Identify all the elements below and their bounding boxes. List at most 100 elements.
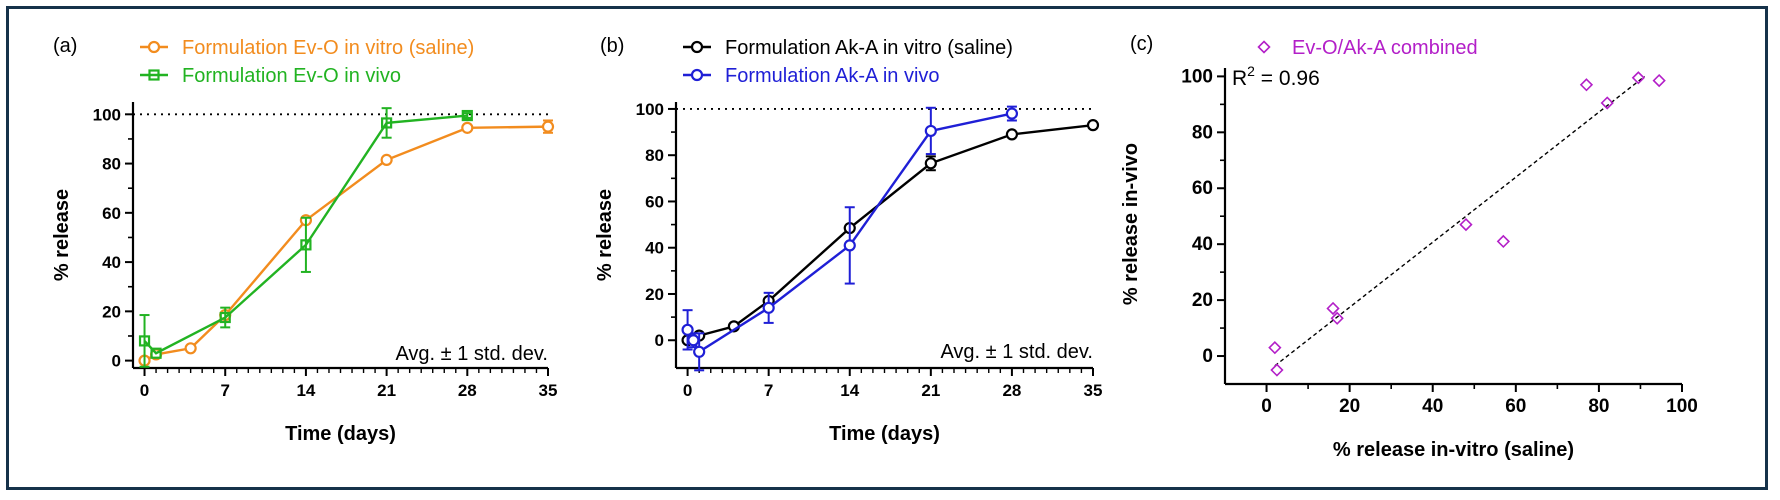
data-point (1496, 234, 1510, 249)
series-line (143, 114, 468, 355)
r-squared-sup: 2 (1247, 63, 1255, 79)
x-axis-label: Time (days) (829, 423, 940, 445)
y-tick-label: 0 (112, 352, 121, 371)
y-tick-label: 0 (655, 331, 664, 350)
x-tick-label: 40 (1422, 396, 1443, 417)
data-point (687, 334, 700, 347)
legend-entry: Formulation Ev-O in vivo (140, 65, 401, 87)
legend-entry: Formulation Ev-O in vitro (saline) (140, 37, 474, 59)
data-point (380, 153, 393, 166)
annotation-label: Avg. ± 1 std. dev. (395, 343, 548, 365)
legend-label: Formulation Ak-A in vitro (saline) (725, 37, 1013, 59)
y-tick-label: 80 (1192, 122, 1213, 143)
legend-entry: Formulation Ak-A in vivo (683, 65, 940, 87)
data-point (381, 117, 393, 129)
r-squared-prefix: R (1232, 67, 1247, 90)
x-tick-label: 0 (683, 381, 692, 400)
legend-marker (690, 40, 704, 54)
data-point (924, 124, 937, 138)
chart-panel-a: (a) 0 20 40 60 80 100 0 7 14 21 28 35 Time (days) % re… (51, 35, 557, 445)
data-point (843, 239, 856, 252)
legend-marker (147, 40, 161, 54)
legend-marker (690, 68, 704, 82)
data-point (461, 109, 473, 122)
legend-marker (148, 69, 160, 81)
y-tick-label: 80 (645, 146, 664, 165)
y-tick-label: 20 (645, 285, 664, 304)
x-tick-label: 0 (140, 381, 149, 400)
series-1 (138, 107, 473, 368)
x-tick-label: 60 (1505, 396, 1526, 417)
x-tick-label: 35 (1084, 381, 1103, 400)
x-tick-label: 21 (921, 381, 940, 400)
panel-label: (c) (1130, 33, 1153, 55)
legend-marker (1257, 40, 1271, 54)
data-point (1652, 73, 1666, 88)
data-point (1005, 128, 1019, 141)
x-tick-label: 7 (220, 381, 229, 400)
x-tick-label: 28 (1002, 381, 1021, 400)
y-tick-label: 100 (1181, 66, 1213, 87)
legend-label: Formulation Ev-O in vivo (182, 65, 401, 87)
data-point (1270, 363, 1284, 377)
x-tick-label: 21 (377, 381, 396, 400)
data-point (1086, 119, 1100, 132)
legend-entry: Formulation Ak-A in vitro (saline) (683, 37, 1013, 59)
data-point (138, 335, 151, 347)
x-axis-label: Time (days) (285, 423, 396, 445)
data-point (461, 121, 474, 134)
data-point (1268, 341, 1282, 355)
x-tick-label: 0 (1261, 396, 1272, 417)
y-tick-label: 100 (93, 105, 121, 124)
r-squared-value: = 0.96 (1255, 67, 1320, 90)
data-point (1459, 217, 1473, 232)
panel-label: (b) (600, 35, 624, 57)
annotation-label: Avg. ± 1 std. dev. (940, 341, 1093, 363)
data-point (300, 239, 312, 251)
y-tick-label: 20 (102, 302, 121, 321)
y-tick-label: 80 (102, 155, 121, 174)
series-0 (681, 119, 1100, 347)
y-axis-label: % release in-vivo (1120, 143, 1142, 305)
chart-panel-c: (c) 0 20 40 60 80 100 0 20 40 60 80 100 % release in-… (1120, 33, 1698, 461)
series-1 (681, 105, 1019, 372)
data-point (1579, 78, 1594, 92)
y-tick-label: 20 (1192, 290, 1213, 311)
data-point (762, 301, 775, 314)
x-tick-label: 28 (458, 381, 477, 400)
data-point (681, 323, 694, 336)
figure-frame (6, 6, 1768, 490)
data-point (184, 342, 197, 355)
y-tick-label: 40 (645, 239, 664, 258)
panel-label: (a) (53, 35, 77, 57)
legend-entry: Ev-O/Ak-A combined (1257, 37, 1478, 59)
chart-panel-b: (b) 0 20 40 60 80 100 0 7 14 21 28 35 Time (days) % re… (594, 35, 1102, 445)
y-axis-label: % release (51, 189, 73, 281)
data-point (219, 311, 231, 324)
legend-label: Formulation Ev-O in vitro (saline) (182, 37, 474, 59)
r-squared-label: R2 = 0.96 (1232, 63, 1320, 90)
x-tick-label: 7 (764, 381, 773, 400)
series-line (687, 123, 1094, 342)
fit-line (1274, 75, 1646, 367)
data-point (924, 157, 937, 170)
series-0 (1268, 71, 1666, 377)
data-point (541, 120, 555, 133)
x-tick-label: 35 (539, 381, 558, 400)
y-tick-label: 40 (1192, 234, 1213, 255)
y-tick-label: 60 (1192, 178, 1213, 199)
x-tick-label: 14 (840, 381, 859, 400)
data-point (1330, 311, 1344, 325)
data-point (1631, 71, 1646, 85)
x-tick-label: 80 (1588, 396, 1609, 417)
y-axis-label: % release (594, 189, 616, 281)
y-tick-label: 100 (636, 100, 664, 119)
series-line (143, 125, 549, 362)
data-point (1326, 301, 1340, 316)
y-tick-label: 60 (645, 192, 664, 211)
data-point (150, 347, 162, 359)
x-tick-label: 100 (1666, 396, 1698, 417)
x-axis-label: % release in-vitro (saline) (1333, 439, 1574, 461)
y-tick-label: 40 (102, 253, 121, 272)
